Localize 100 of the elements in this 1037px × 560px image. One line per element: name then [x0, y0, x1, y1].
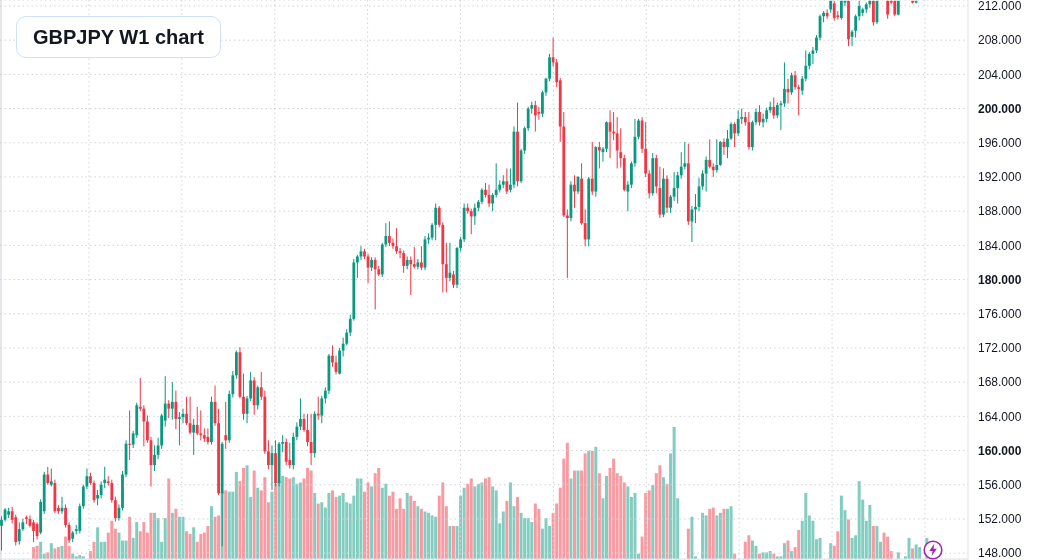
bar	[427, 512, 431, 559]
candlestick	[32, 519, 35, 543]
candlestick	[412, 246, 416, 269]
bar	[338, 495, 342, 559]
candlestick	[597, 141, 601, 169]
bar	[49, 543, 53, 559]
bar	[747, 535, 751, 559]
candlestick	[526, 106, 530, 132]
bar	[103, 541, 107, 559]
bar	[398, 498, 402, 559]
bar	[39, 541, 43, 559]
y-tick-label: 196.000	[978, 135, 1022, 150]
bar	[192, 527, 196, 559]
bar	[690, 516, 694, 559]
bar	[576, 470, 580, 559]
candlestick	[469, 208, 473, 235]
bar	[605, 475, 608, 559]
y-tick-label: 168.000	[978, 375, 1022, 390]
bar	[565, 442, 569, 559]
bar	[569, 478, 573, 559]
candlestick	[192, 418, 196, 456]
bar	[665, 483, 669, 559]
candlestick	[825, 8, 829, 20]
bar	[537, 508, 541, 559]
bar	[359, 478, 363, 559]
bar	[597, 473, 601, 559]
bar	[782, 543, 786, 559]
bar	[494, 490, 498, 559]
bar	[786, 540, 790, 559]
candlestick	[178, 411, 181, 446]
candlestick	[704, 155, 708, 193]
bar	[92, 541, 96, 559]
bar	[572, 470, 576, 559]
bar	[594, 446, 598, 559]
bar	[242, 467, 245, 559]
bar	[245, 465, 249, 559]
bar	[661, 477, 665, 559]
bar	[370, 486, 374, 559]
bar	[818, 537, 822, 559]
bar	[530, 522, 534, 559]
bar	[185, 531, 189, 559]
candlestick	[473, 202, 477, 226]
bar	[533, 503, 537, 559]
bar	[391, 491, 395, 559]
bar	[355, 478, 359, 559]
candlestick	[224, 401, 228, 450]
bar	[263, 477, 267, 559]
candlestick	[708, 138, 712, 169]
bar	[708, 508, 712, 559]
candlestick	[444, 242, 448, 293]
bar	[519, 512, 523, 559]
bar	[199, 533, 203, 559]
bar	[633, 493, 637, 559]
bar	[213, 516, 217, 559]
bar	[886, 536, 890, 559]
y-tick-label: 192.000	[978, 170, 1022, 185]
bar	[153, 512, 157, 559]
y-tick-label: 160.000	[978, 443, 1022, 458]
bar	[658, 465, 662, 559]
bar	[270, 491, 274, 559]
candlestick	[857, 0, 861, 22]
candlestick	[505, 167, 509, 195]
y-tick-label: 208.000	[978, 33, 1022, 48]
bar	[469, 478, 473, 559]
bar	[387, 495, 391, 559]
bar	[149, 512, 153, 559]
bar	[526, 518, 530, 559]
bar	[142, 522, 146, 559]
bar	[209, 506, 213, 559]
bar	[847, 519, 850, 559]
bar	[117, 532, 121, 559]
bar	[907, 537, 911, 559]
bar	[508, 482, 512, 559]
bar	[701, 512, 705, 559]
bar	[882, 532, 886, 559]
bar	[188, 533, 192, 559]
candlestick	[309, 413, 313, 466]
candlestick	[647, 169, 651, 199]
bar	[487, 477, 491, 559]
bar	[298, 482, 302, 559]
candlestick	[395, 227, 398, 255]
candlestick	[409, 255, 413, 296]
bar	[384, 483, 388, 559]
y-tick-label: 172.000	[978, 341, 1022, 356]
bar	[177, 516, 181, 559]
bar	[234, 471, 238, 559]
bar	[544, 518, 548, 559]
bar	[672, 427, 676, 559]
candlestick	[113, 496, 117, 523]
bar	[309, 470, 313, 559]
bar	[686, 528, 690, 559]
bar	[174, 508, 178, 559]
candlestick	[590, 141, 594, 196]
candlestick	[676, 171, 680, 204]
candlestick	[284, 438, 288, 466]
bar	[110, 520, 114, 559]
bar	[911, 548, 915, 559]
bar	[914, 544, 918, 559]
bar	[651, 485, 655, 559]
candlestick	[320, 395, 324, 424]
